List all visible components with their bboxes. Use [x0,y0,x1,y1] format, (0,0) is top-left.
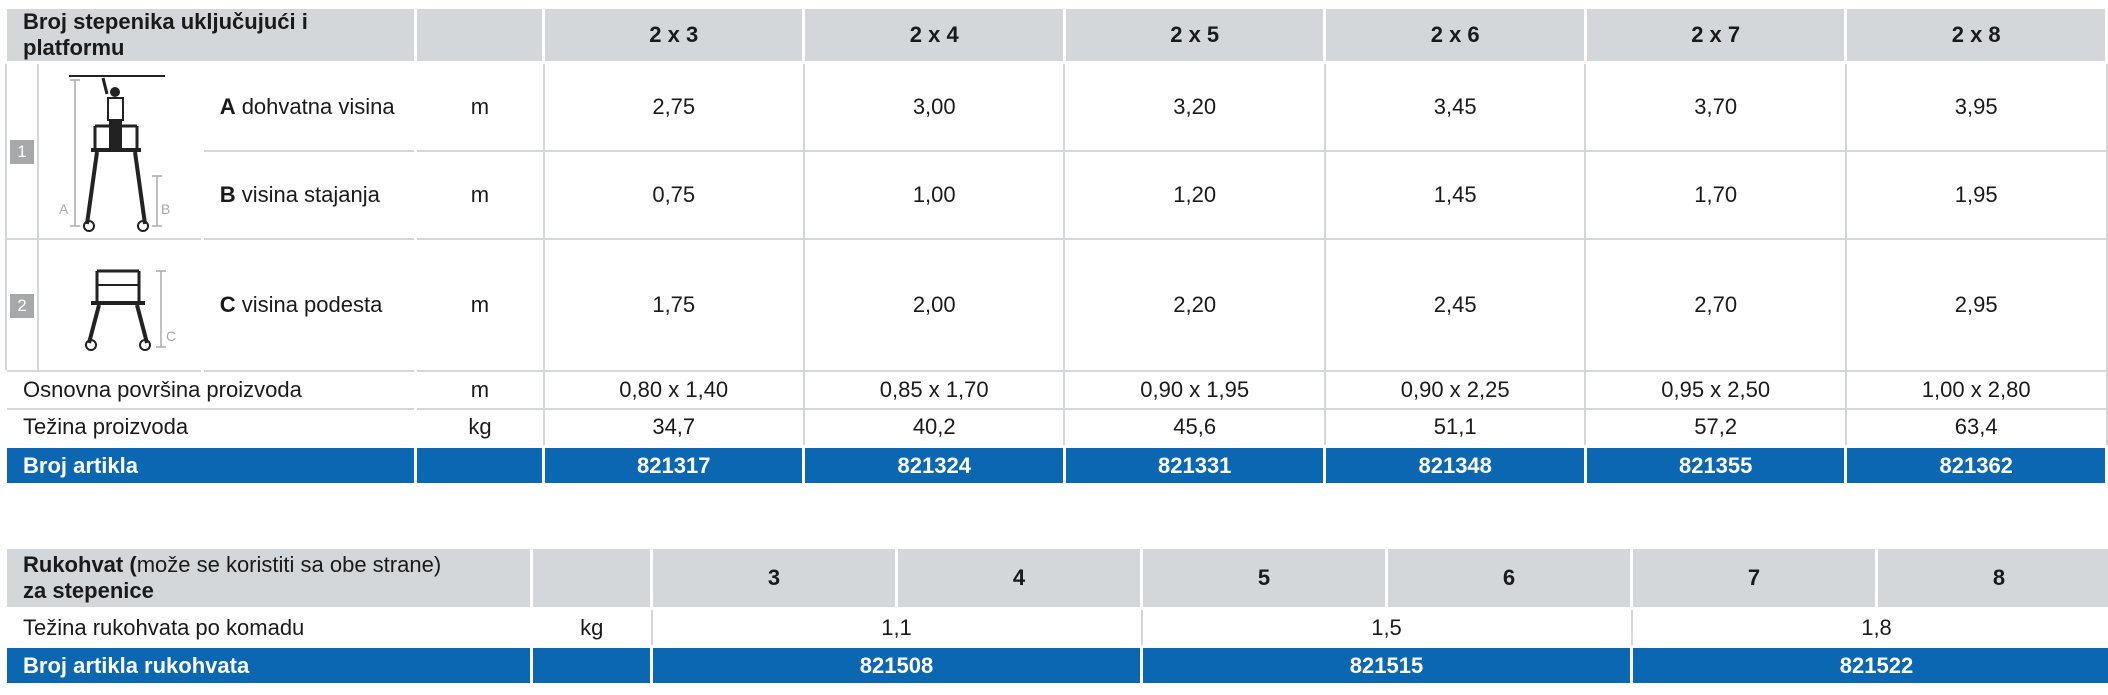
unit-cell: m [414,149,545,240]
row-label: Broj artikla [3,445,418,486]
column-header: 3 [650,546,898,610]
article-number: 821317 [541,445,806,486]
header-label: Broj stepenika uključujući i platformu [3,6,418,64]
header-unit [530,546,653,610]
row-label: A dohvatna visina [200,61,418,152]
value-cell: 63,4 [1844,407,2108,448]
unit-cell: kg [530,607,653,648]
article-number: 821362 [1844,445,2108,486]
row-reach-height: 1 A B [4,61,2108,240]
value-cell: 1,00 [802,149,1066,240]
group-badge: 1 [9,140,34,165]
unit-cell: kg [414,407,545,448]
row-handrail-article: Broj artikla rukohvata 821508 821515 821… [4,645,2108,686]
row-label: Osnovna površina proizvoda [3,369,418,410]
value-cell: 2,20 [1063,237,1326,372]
column-header: 2 x 7 [1583,6,1848,64]
row-article-number: Broj artikla 821317 821324 821331 821348… [3,445,2108,486]
column-header: 2 x 6 [1323,6,1587,64]
article-number: 821522 [1630,645,2108,686]
value-cell: 3,20 [1063,61,1326,152]
dimension-c-letter: C [166,328,176,344]
value-cell: 3,00 [802,61,1066,152]
row-handrail-weight: Težina rukohvata po komadu kg 1,1 1,5 1,… [4,607,2108,648]
column-header: 7 [1630,546,1878,610]
value-cell: 1,70 [1584,149,1847,240]
group-badge: 2 [9,294,34,318]
row-base-area: Osnovna površina proizvoda m 0,80 x 1,40… [3,369,2108,410]
unit-cell: m [414,61,545,152]
value-cell: 2,75 [542,61,805,152]
ladder-person-illustration: A B [37,61,204,240]
article-number: 821331 [1062,445,1327,486]
value-cell: 2,45 [1323,237,1587,372]
column-header: 4 [895,546,1143,610]
row-label: Težina proizvoda [3,407,418,448]
value-cell: 1,20 [1063,149,1326,240]
dimension-a-letter: A [59,201,69,217]
value-cell: 1,00 x 2,80 [1844,369,2108,410]
column-header: 6 [1385,546,1633,610]
article-number: 821348 [1323,445,1587,486]
column-header: 2 x 4 [802,6,1066,64]
value-cell: 1,1 [650,607,1143,648]
column-header: 8 [1875,546,2108,610]
group-badge-cell: 2 [4,237,40,372]
group-badge-cell: 1 [4,61,40,240]
unit-cell: m [414,237,545,372]
value-cell: 3,45 [1323,61,1587,152]
value-cell: 40,2 [802,407,1066,448]
value-cell: 2,95 [1844,237,2108,372]
handrail-header-label: Rukohvat (može se koristiti sa obe stran… [4,546,533,610]
row-label: B visina stajanja [200,149,418,240]
platform-ladder-icon: C [85,269,177,351]
handrail-table: Rukohvat (može se koristiti sa obe stran… [4,546,2108,686]
value-cell: 1,95 [1844,149,2108,240]
specs-table: Broj stepenika uključujući i platformu 2… [3,6,2108,486]
value-cell: 45,6 [1063,407,1326,448]
value-cell: 1,8 [1630,607,2108,648]
row-platform-height: 2 C C visina podesta m 1,75 2,00 2, [4,237,2108,372]
platform-illustration: C [37,237,204,372]
row-standing-height: B visina stajanja m 0,75 1,00 1,20 1,45 … [6,149,2108,240]
ladder-with-person-icon: A B [59,74,171,232]
row-label: Težina rukohvata po komadu [4,607,533,648]
article-number: 821508 [650,645,1143,686]
value-cell: 2,70 [1584,237,1847,372]
row-label: Broj artikla rukohvata [4,645,533,686]
value-cell: 0,85 x 1,70 [802,369,1066,410]
value-cell: 3,70 [1584,61,1847,152]
header-unit [414,6,545,64]
dimension-b-letter: B [161,201,170,217]
article-number: 821324 [802,445,1066,486]
column-header: 5 [1140,546,1388,610]
value-cell: 34,7 [542,407,805,448]
value-cell: 1,45 [1323,149,1587,240]
value-cell: 0,75 [542,149,805,240]
value-cell: 1,5 [1140,607,1633,648]
column-header: 2 x 5 [1062,6,1327,64]
header-row: Broj stepenika uključujući i platformu 2… [3,6,2108,64]
value-cell: 2,00 [802,237,1066,372]
value-cell: 0,90 x 2,25 [1323,369,1587,410]
column-header: 2 x 8 [1844,6,2108,64]
value-cell: 57,2 [1584,407,1847,448]
handrail-header-row: Rukohvat (može se koristiti sa obe stran… [4,546,2108,610]
value-cell: 1,75 [542,237,805,372]
value-cell: 3,95 [1844,61,2108,152]
value-cell: 51,1 [1323,407,1587,448]
unit-cell: m [414,369,545,410]
article-number: 821515 [1140,645,1633,686]
article-number: 821355 [1583,445,1848,486]
column-header: 2 x 3 [541,6,806,64]
value-cell: 0,95 x 2,50 [1584,369,1847,410]
row-product-weight: Težina proizvoda kg 34,7 40,2 45,6 51,1 … [3,407,2108,448]
row-label: C visina podesta [200,237,418,372]
value-cell: 0,80 x 1,40 [542,369,805,410]
value-cell: 0,90 x 1,95 [1063,369,1326,410]
unit-cell [414,445,545,486]
unit-cell [530,645,653,686]
